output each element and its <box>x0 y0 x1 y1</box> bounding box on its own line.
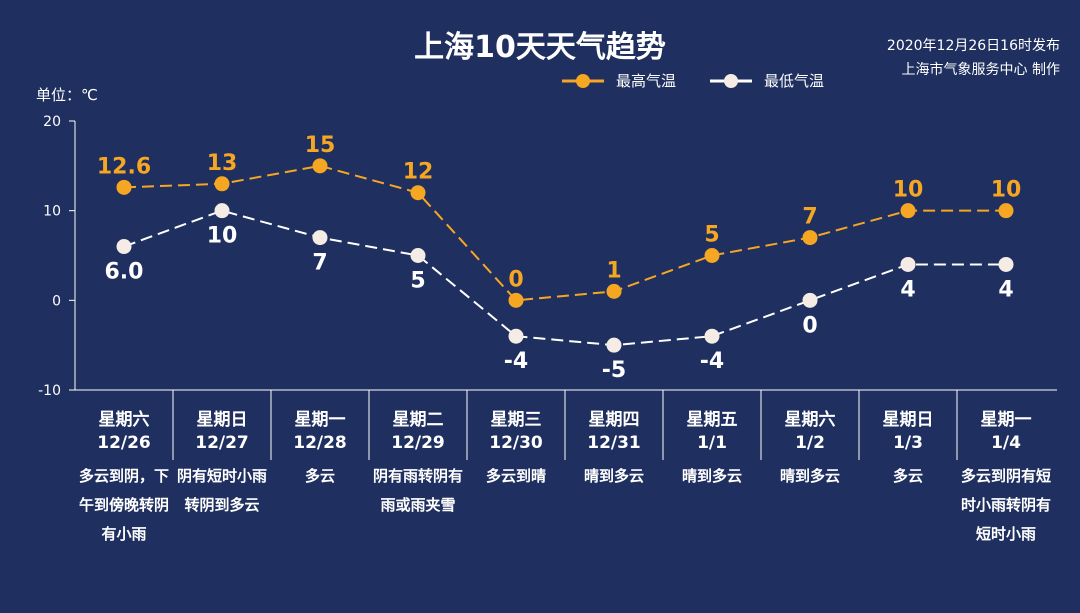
date-label: 12/28 <box>293 433 347 453</box>
chart-title: 上海10天天气趋势 <box>414 30 666 65</box>
weather-description: 多云到阴有短时小雨转阴有短时小雨 <box>960 467 1051 543</box>
low-temp-label: -5 <box>602 358 626 383</box>
weekday-label: 星期六 <box>784 410 836 430</box>
low-temp-line <box>123 209 1006 347</box>
high-temp-point <box>606 283 622 299</box>
low-temp-point <box>704 328 720 344</box>
high-temp-label: 15 <box>305 133 336 158</box>
low-temp-label: 0 <box>802 313 817 338</box>
date-label: 1/2 <box>795 433 825 453</box>
weather-description: 阴有雨转阴有雨或雨夹雪 <box>372 467 463 514</box>
high-temp-point <box>998 203 1014 219</box>
weekday-label: 星期一 <box>294 410 346 430</box>
low-temp-label: 4 <box>998 277 1013 302</box>
weather-description: 多云到晴 <box>485 467 546 485</box>
weekday-label: 星期五 <box>686 410 738 430</box>
y-tick-label: 10 <box>43 204 61 220</box>
date-label: 1/4 <box>991 433 1021 453</box>
low-temp-label: -4 <box>504 349 528 374</box>
low-temp-point <box>410 248 426 263</box>
high-temp-point <box>508 292 524 308</box>
high-temp-point <box>410 185 426 201</box>
weather-description: 晴到多云 <box>583 467 644 485</box>
high-temp-label: 10 <box>893 178 924 203</box>
high-temp-label: 10 <box>991 178 1022 203</box>
date-label: 1/1 <box>697 433 727 453</box>
legend-item-low: 最低气温 <box>708 70 824 91</box>
weekday-label: 星期日 <box>882 410 934 430</box>
weekday-label: 星期三 <box>490 410 542 430</box>
weekday-label: 星期一 <box>980 410 1032 430</box>
date-label: 12/30 <box>489 433 543 453</box>
low-temp-label: -4 <box>700 349 724 374</box>
low-temp-point <box>998 256 1014 272</box>
date-label: 1/3 <box>893 433 923 453</box>
legend-item-high: 最高气温 <box>560 70 676 91</box>
high-temp-label: 1 <box>606 258 621 283</box>
high-temp-label: 12 <box>403 160 434 185</box>
legend-high-label: 最高气温 <box>616 72 677 90</box>
date-label: 12/26 <box>97 433 151 453</box>
low-temp-point <box>900 256 916 272</box>
high-temp-point <box>704 248 720 263</box>
legend-low-marker-icon <box>710 73 752 88</box>
issue-info: 2020年12月26日16时发布 上海市气象服务中心 制作 <box>887 34 1060 82</box>
low-temp-label: 6.0 <box>105 260 144 285</box>
weather-description: 多云到阴，下午到傍晚转阴有小雨 <box>78 467 169 543</box>
weather-description: 多云 <box>892 467 923 485</box>
issue-time: 2020年12月26日16时发布 <box>886 38 1060 54</box>
low-temp-label: 7 <box>312 251 327 276</box>
low-temp-point <box>116 239 132 255</box>
high-temp-point <box>214 176 230 192</box>
low-temp-point <box>214 203 230 219</box>
high-temp-label: 12.6 <box>97 154 151 179</box>
low-temp-point <box>606 337 622 353</box>
weekday-label: 星期日 <box>196 410 248 430</box>
date-label: 12/31 <box>587 433 641 453</box>
low-temp-label: 5 <box>410 269 425 294</box>
y-axis-unit: 单位：℃ <box>36 86 98 104</box>
weekday-label: 星期四 <box>588 410 640 430</box>
low-temp-point <box>802 292 818 308</box>
weather-description: 阴有短时小雨转阴到多云 <box>176 467 267 514</box>
date-label: 12/27 <box>195 433 249 453</box>
weather-description: 晴到多云 <box>779 467 840 485</box>
issuer: 上海市气象服务中心 制作 <box>901 62 1060 78</box>
weekday-label: 星期六 <box>98 410 150 430</box>
high-temp-label: 0 <box>508 267 523 292</box>
high-temp-label: 5 <box>704 223 719 248</box>
y-tick-label: 0 <box>52 293 61 309</box>
low-temp-point <box>508 328 524 344</box>
weather-description: 晴到多云 <box>681 467 742 485</box>
high-temp-point <box>900 203 916 219</box>
low-temp-label: 4 <box>900 277 915 302</box>
weekday-label: 星期二 <box>392 410 444 430</box>
legend-high-marker-icon <box>562 73 604 88</box>
high-temp-point <box>312 158 328 174</box>
y-tick-label: 20 <box>43 114 61 130</box>
legend-low-label: 最低气温 <box>764 72 825 90</box>
high-temp-point <box>116 179 132 195</box>
y-tick-label: -10 <box>38 383 61 399</box>
high-temp-point <box>802 230 818 246</box>
weather-description: 多云 <box>304 467 335 485</box>
low-temp-label: 10 <box>207 224 238 249</box>
high-temp-line <box>123 164 1006 302</box>
high-temp-label: 7 <box>802 205 817 230</box>
high-temp-label: 13 <box>207 151 238 176</box>
date-label: 12/29 <box>391 433 445 453</box>
low-temp-point <box>312 230 328 246</box>
